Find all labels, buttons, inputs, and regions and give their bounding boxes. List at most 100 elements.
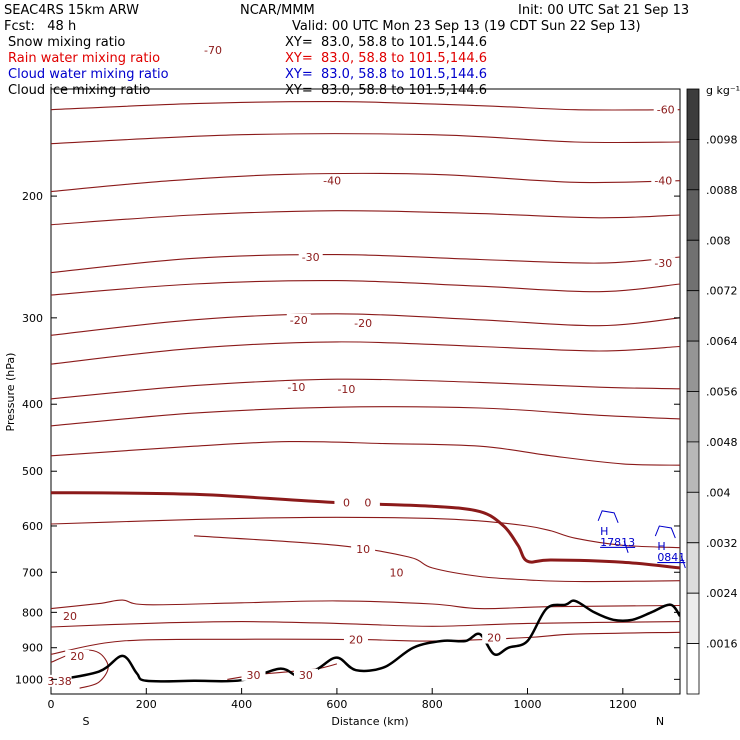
contour-label-background [653,103,678,116]
isotherm-line [51,172,680,193]
north-label: N [656,715,664,728]
contour-label-background [320,174,345,187]
field-xy-cloud-ice: XY= 83.0, 58.8 to 101.5,144.6 [285,83,487,98]
contour-label: 20 [63,610,77,623]
center-name: NCAR/MMM [240,3,315,18]
forecast-hour: Fcst: 48 h [4,19,76,34]
colorbar-label: .0088 [706,184,738,197]
x-axis-title: Distance (km) [331,715,408,728]
contour-label: 3.38 [47,675,72,688]
contour-label-background [284,381,309,394]
contour-label: 20 [349,634,363,647]
y-tick-label: 900 [22,642,43,655]
isotherm-line [51,133,680,145]
colorbar-unit: g kg⁻¹ [706,84,740,97]
field-label-snow: Snow mixing ratio [8,35,125,50]
contour-label-layer: -70 -60 -40 -40 -30 -30 -20 -20 -10 -10 0 0 10 10 20 20… [47,44,678,688]
isotherm-line [51,440,680,466]
colorbar-label: .008 [706,234,731,247]
south-label: S [83,715,90,728]
contour-label-background [384,566,409,579]
field-label-cloud-water: Cloud water mixing ratio [8,67,169,82]
contour-label-background [298,251,323,264]
colorbar-swatch [686,88,700,140]
contour-label-background [293,668,318,681]
x-tick-label: 400 [231,698,252,711]
y-tick-label: 1000 [15,673,43,686]
isotherm-line [51,516,680,549]
colorbar-swatch [686,189,700,241]
colorbar-swatch [686,542,700,594]
contour-label: -30 [654,257,672,270]
cloud-max-value: 0841 [657,551,685,564]
colorbar: .0098 .0088 .008 .0072 .0064 .0056 .0048 .004 .0… [686,84,740,695]
contour-label: -20 [354,317,372,330]
cloud-max-value: 17813 [600,536,635,549]
x-axis-ticks: 0 200 400 600 800 1000 1200 [48,688,637,711]
colorbar-label: .004 [706,486,731,499]
colorbar-swatch [686,239,700,292]
isotherm-layer [51,101,680,689]
isotherm-line [51,621,680,628]
contour-label-background [334,382,359,395]
terrain-profile [51,599,680,683]
colorbar-swatch [686,391,700,443]
cloud-water-contour [654,525,686,569]
cloud-max-marker: H [657,540,665,553]
x-tick-label: 1000 [514,698,542,711]
colorbar-label: .0048 [706,436,738,449]
plot-frame [50,88,681,695]
contour-label-background [286,313,311,326]
contour-label: 10 [356,543,370,556]
y-tick-label: 300 [22,312,43,325]
contour-label: 20 [70,650,84,663]
model-title: SEAC4RS 15km ARW [4,3,139,18]
freezing-level-isotherm [51,491,680,570]
contour-label: -10 [337,383,355,396]
colorbar-swatches [686,88,700,695]
field-label-rain: Rain water mixing ratio [8,51,160,66]
contour-label: 20 [487,632,501,645]
isotherm-line [51,341,680,365]
colorbar-swatch [686,491,700,544]
y-tick-label: 700 [22,566,43,579]
field-xy-cloud-water: XY= 83.0, 58.8 to 101.5,144.6 [285,67,487,82]
terrain-layer [51,599,680,683]
contour-label-background [343,633,368,646]
contour-label: -40 [323,175,341,188]
contour-label-background [651,174,676,187]
x-tick-label: 600 [326,698,347,711]
field-label-cloud-ice: Cloud ice mixing ratio [8,83,150,98]
colorbar-label: .0098 [706,133,738,146]
colorbar-swatch [686,340,700,392]
colorbar-label: .0016 [706,638,738,651]
contour-label-background [482,631,507,644]
x-tick-label: 800 [422,698,443,711]
contour-label-background [355,496,380,509]
isotherm-line [51,254,680,274]
contour-label-background [334,496,359,509]
contour-label: 0 [364,497,371,510]
y-tick-label: 400 [22,398,43,411]
colorbar-label: .0024 [706,587,738,600]
field-xy-rain: XY= 83.0, 58.8 to 101.5,144.6 [285,51,487,66]
isotherm-line [51,378,680,400]
colorbar-label: .0056 [706,386,738,399]
x-tick-label: 0 [48,698,55,711]
contour-label: -70 [204,44,222,57]
contour-label: 0 [343,497,350,510]
valid-time: Valid: 00 UTC Mon 23 Sep 13 (19 CDT Sun … [292,19,641,34]
contour-label-background [58,610,83,623]
contour-label-background [241,668,266,681]
isotherm-line [51,313,680,336]
contour-label-background [65,649,90,662]
isotherm-line [51,631,680,655]
contour-label: -20 [290,314,308,327]
isotherm-line [51,406,680,427]
isotherm-line [51,279,680,296]
contour-label: -40 [654,175,672,188]
contour-label: 30 [247,669,261,682]
colorbar-swatch [686,592,700,645]
